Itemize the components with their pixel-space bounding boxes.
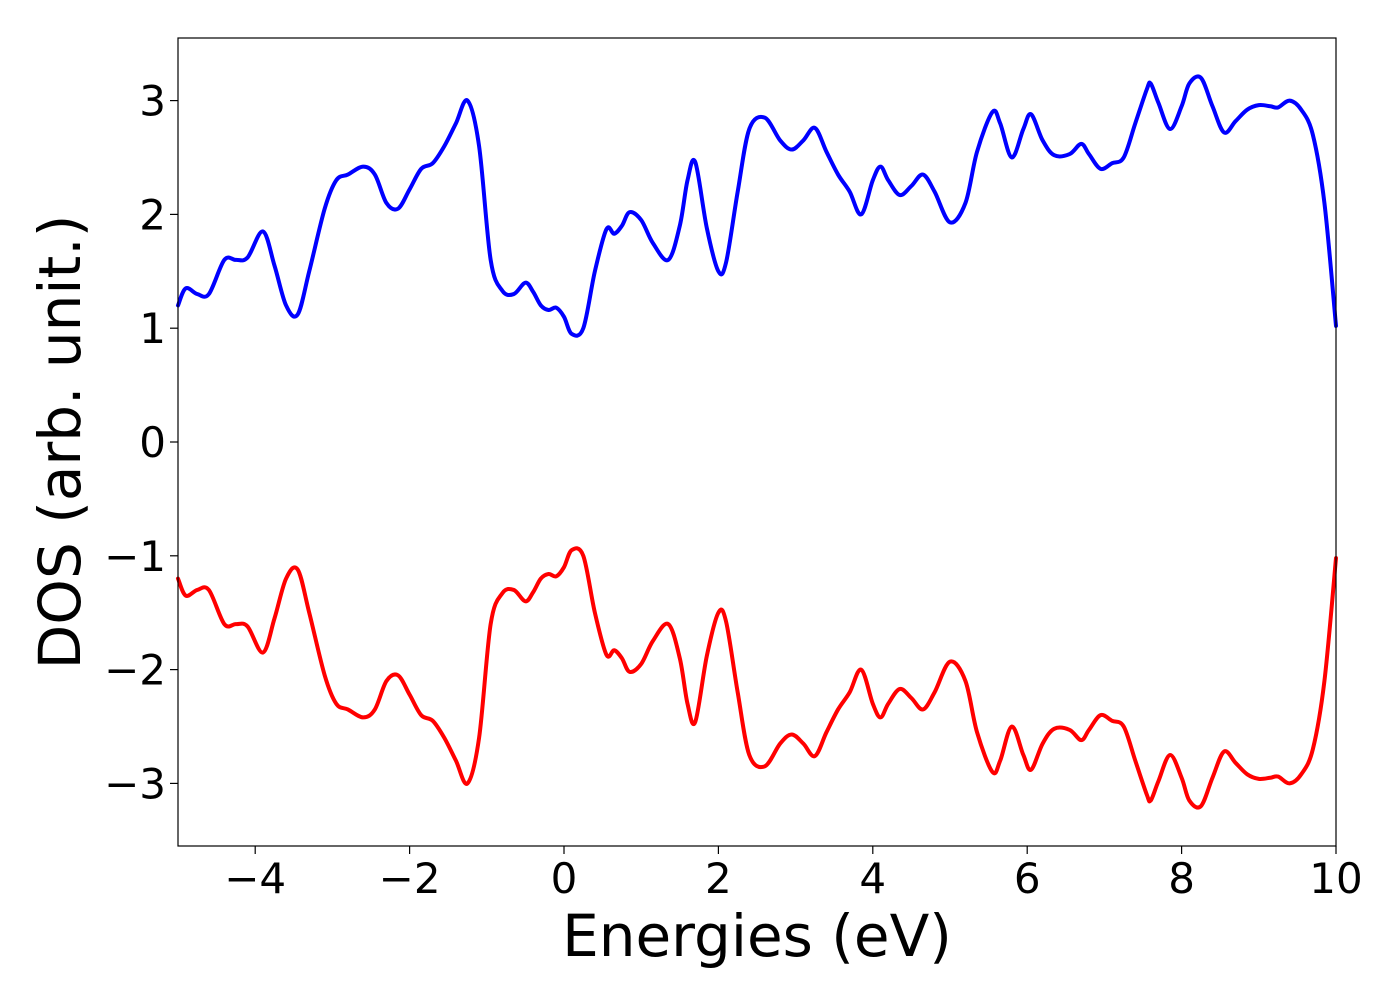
y-axis-label: DOS (arb. unit.) [26, 215, 94, 670]
y-tick-label: 0 [139, 418, 166, 467]
plot-area [176, 74, 1338, 810]
x-tick-label: −4 [224, 854, 286, 903]
dos-series-spin-down-line [176, 546, 1338, 810]
x-tick-label: −2 [379, 854, 441, 903]
y-tick-label: 3 [139, 77, 166, 126]
x-axis: −4 −2 0 2 4 6 8 10 [224, 846, 1363, 903]
y-tick-label: 1 [139, 304, 166, 353]
dos-series-spin-up-line [176, 74, 1338, 338]
x-tick-label: 4 [859, 854, 886, 903]
y-axis: 3 2 1 0 −1 −2 −3 [104, 77, 178, 808]
y-tick-label: −2 [104, 646, 166, 695]
x-tick-label: 0 [551, 854, 578, 903]
x-tick-label: 2 [705, 854, 732, 903]
x-axis-label: Energies (eV) [562, 902, 952, 970]
x-tick-label: 10 [1309, 854, 1362, 903]
x-tick-label: 6 [1014, 854, 1041, 903]
y-tick-label: 2 [139, 190, 166, 239]
y-tick-label: −3 [104, 759, 166, 808]
x-tick-label: 8 [1168, 854, 1195, 903]
y-tick-label: −1 [104, 532, 166, 581]
